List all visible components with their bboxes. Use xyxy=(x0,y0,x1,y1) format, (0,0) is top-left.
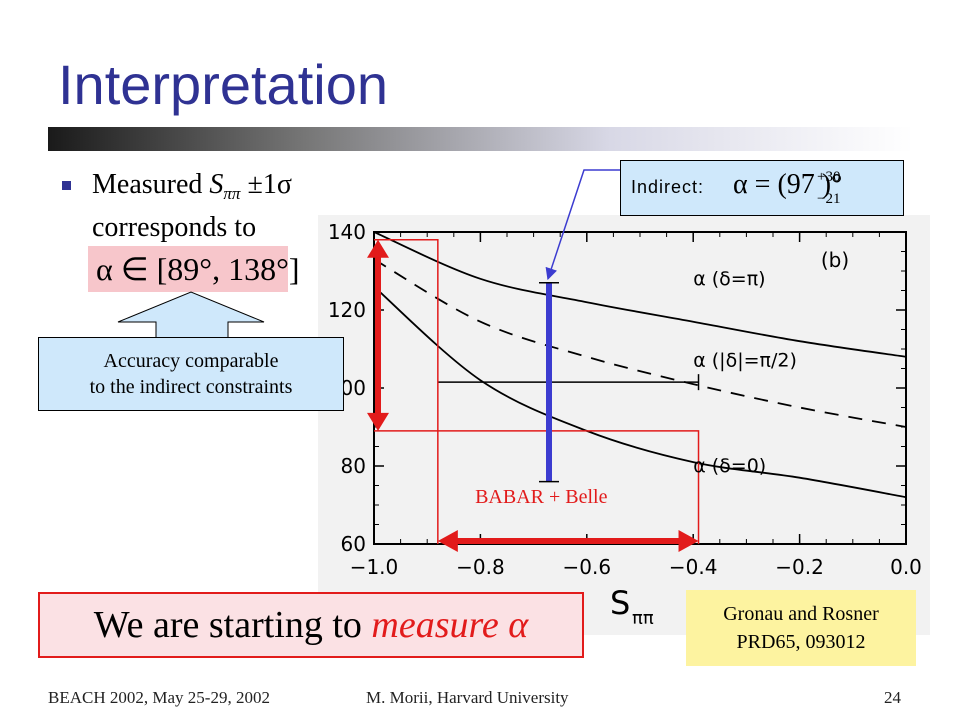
x-axis-label-subscript: ππ xyxy=(632,608,654,629)
x-axis-label: S xyxy=(610,584,630,622)
x-tick-label: −0.2 xyxy=(775,555,824,579)
series-curve xyxy=(373,231,907,358)
x-tick-label: −0.8 xyxy=(456,555,505,579)
x-tick-label: −0.6 xyxy=(563,555,612,579)
reference-line-2: PRD65, 093012 xyxy=(736,631,866,653)
red-upper-projection xyxy=(374,239,439,544)
plot-frame xyxy=(373,231,907,545)
plot-background xyxy=(318,215,930,635)
indirect-box: Indirect: α = (97 )° +30 −21 xyxy=(620,160,904,216)
x-tick-label: 0.0 xyxy=(890,555,922,579)
indirect-label: Indirect: xyxy=(631,177,705,197)
chart-axes xyxy=(373,231,907,545)
y-tick-label: 60 xyxy=(341,532,366,556)
measurement-label: BABAR + Belle xyxy=(475,486,608,508)
y-tick-label: 140 xyxy=(328,220,366,244)
indirect-formula: α = (97 )° +30 −21 xyxy=(733,169,843,207)
measure-banner: We are starting to measure α xyxy=(38,592,584,658)
measure-suffix: α xyxy=(498,604,529,646)
red-lower-projection xyxy=(374,430,700,544)
reference-box: Gronau and Rosner PRD65, 093012 xyxy=(686,590,916,666)
bullet-line-1: Measured Sππ ±1σ xyxy=(92,168,292,211)
series-curve xyxy=(373,258,907,428)
callout-line-1: Accuracy comparable xyxy=(103,350,279,372)
footer-conference: BEACH 2002, May 25-29, 2002 xyxy=(48,688,270,707)
page-title: Interpretation xyxy=(58,53,388,116)
y-tick-label: 120 xyxy=(328,298,366,322)
x-tick-label: −1.0 xyxy=(350,555,399,579)
indirect-subscript: −21 xyxy=(817,191,841,207)
s-arrow-head-left xyxy=(437,530,458,552)
callout-arrow-outline xyxy=(117,291,265,337)
alpha-range-box: α ∈ [89°, 138°] xyxy=(88,246,300,292)
chart-curves xyxy=(373,231,907,499)
measure-prefix: We are starting to xyxy=(93,604,372,646)
s-arrow-head-right xyxy=(678,530,699,552)
indirect-pointer xyxy=(545,169,622,281)
y-tick-label: 80 xyxy=(341,454,366,478)
alpha-arrow-head-top xyxy=(367,239,389,258)
series-curve xyxy=(373,285,907,499)
series-label: α (δ=0) xyxy=(693,455,766,477)
indirect-formula-main: α = (97 )° xyxy=(733,169,843,200)
alpha-arrow-head-bottom xyxy=(367,412,389,431)
s-subscript: ππ xyxy=(223,184,241,203)
reference-line-1: Gronau and Rosner xyxy=(723,603,879,625)
indirect-superscript: +30 xyxy=(817,169,841,185)
s-symbol: S xyxy=(209,169,224,200)
footer-author: M. Morii, Harvard University xyxy=(366,688,569,707)
chart-overlays xyxy=(367,169,700,552)
series-label: α (δ=π) xyxy=(693,268,765,290)
x-tick-label: −0.4 xyxy=(669,555,718,579)
footer-page-number: 24 xyxy=(884,688,901,707)
accuracy-callout: Accuracy comparable to the indirect cons… xyxy=(38,337,344,411)
bullet-line-2: corresponds to xyxy=(92,212,257,243)
series-label: α (|δ|=π/2) xyxy=(693,350,797,372)
plus-minus-sigma: ±1σ xyxy=(240,169,292,200)
bullet-prefix: Measured xyxy=(92,169,210,200)
panel-label: (b) xyxy=(821,248,849,272)
callout-line-2: to the indirect constraints xyxy=(89,376,293,398)
measure-emph: measure xyxy=(371,604,499,646)
title-divider xyxy=(48,127,913,151)
bullet-icon xyxy=(62,181,71,190)
bullet-text: Measured Sππ ±1σ corresponds to xyxy=(92,168,292,245)
